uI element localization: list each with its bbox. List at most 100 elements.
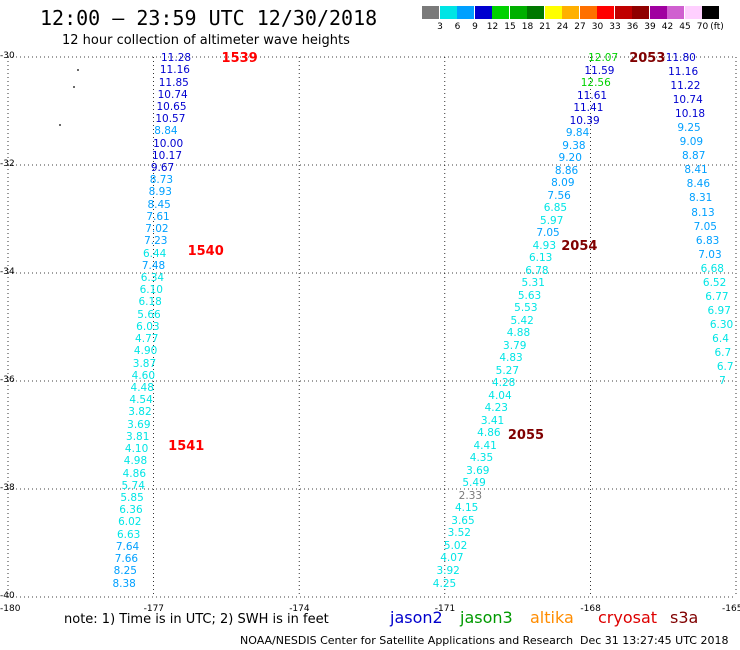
wave-height-label: 6.10 xyxy=(139,284,163,297)
wave-height-label: 3.92 xyxy=(436,564,460,577)
wave-height-label: 3.81 xyxy=(126,430,150,443)
wave-height-label: 6.78 xyxy=(525,264,549,277)
wave-height-label: 4.10 xyxy=(124,443,149,456)
wave-height-label: 5.66 xyxy=(137,308,161,321)
wave-height-label: 4.41 xyxy=(473,439,497,452)
wave-height-label: 4.54 xyxy=(129,394,153,407)
wave-height-label: 9.38 xyxy=(562,139,586,152)
wave-height-label: 5.02 xyxy=(443,539,468,552)
legend-label: 6 xyxy=(454,22,461,32)
wave-height-label: 5.74 xyxy=(121,479,145,492)
wave-height-label: 4.86 xyxy=(477,427,501,440)
wave-height-label: 4.04 xyxy=(488,389,512,402)
y-tick-label: -38 xyxy=(0,483,15,493)
wave-height-label: 11.41 xyxy=(573,102,604,115)
legend-label: 15 xyxy=(504,22,516,32)
wave-height-label: 6.52 xyxy=(702,276,727,289)
wave-height-label: 11.22 xyxy=(670,80,701,93)
wave-height-label: 3.52 xyxy=(447,527,471,540)
wave-height-label: 6.68 xyxy=(700,262,724,275)
wave-height-label: 3.82 xyxy=(128,406,152,419)
chart-subtitle: 12 hour collection of altimeter wave hei… xyxy=(62,33,350,48)
legend-label: 21 xyxy=(539,22,551,32)
wave-height-label: 10.00 xyxy=(153,137,184,150)
x-tick-label: -165 xyxy=(722,604,740,614)
wave-height-label: 8.73 xyxy=(149,174,174,187)
satellite-name: altika xyxy=(530,608,574,627)
wave-height-label: 11.85 xyxy=(158,76,189,89)
wave-height-label: 9.20 xyxy=(558,152,582,165)
wave-height-label: 4.60 xyxy=(131,369,156,382)
wave-height-label: 3.65 xyxy=(451,514,475,527)
wave-height-label: 3.41 xyxy=(480,414,505,427)
pass-number-label: 1539 xyxy=(221,51,258,67)
wave-height-label: 11.16 xyxy=(159,64,190,77)
wave-height-label: 5.42 xyxy=(510,314,534,327)
wave-height-label: 4.48 xyxy=(130,381,154,394)
legend-label: 42 xyxy=(661,22,674,32)
wave-height-label: 10.65 xyxy=(156,100,187,113)
legend-unit: (ft) xyxy=(710,22,724,32)
credit-line: NOAA/NESDIS Center for Satellite Applica… xyxy=(240,634,574,647)
wave-height-label: 6.30 xyxy=(709,318,734,331)
legend-label: 3 xyxy=(437,22,443,32)
wave-height-label: 4.23 xyxy=(484,402,508,415)
legend-swatch xyxy=(597,6,614,19)
chart-title: 12:00 – 23:59 UTC 12/30/2018 xyxy=(40,6,378,30)
wave-height-label: 4.86 xyxy=(122,467,147,480)
wave-height-label: 8.87 xyxy=(682,150,706,163)
legend-label: 36 xyxy=(626,22,639,32)
legend-label: 12 xyxy=(486,22,499,32)
satellite-name: jason2 xyxy=(390,608,443,627)
wave-height-label: 7.05 xyxy=(693,220,717,233)
legend-swatch xyxy=(684,6,702,19)
y-tick-label: -32 xyxy=(0,159,15,169)
wave-height-label: 6.13 xyxy=(528,252,553,265)
wave-height-label: 8.46 xyxy=(686,178,711,191)
x-tick-label: -177 xyxy=(143,604,165,614)
wave-height-label: 5.49 xyxy=(462,477,486,490)
x-tick-label: -171 xyxy=(434,604,456,614)
wave-height-label: 7.56 xyxy=(547,189,571,202)
legend-label: 9 xyxy=(472,22,478,32)
pass-number-label: 2053 xyxy=(629,51,666,67)
wave-height-label: 9.25 xyxy=(677,122,701,135)
legend-swatch xyxy=(702,6,719,19)
legend-swatch xyxy=(422,6,439,19)
legend-label: 24 xyxy=(556,22,569,32)
wave-height-label: 9.09 xyxy=(679,136,704,149)
wave-height-label: 6.18 xyxy=(138,296,162,309)
wave-height-label: 4.77 xyxy=(135,333,159,346)
wave-height-label: 3.87 xyxy=(132,357,157,370)
wave-height-label: 7.03 xyxy=(698,248,722,261)
wave-height-label: 6.63 xyxy=(116,528,141,541)
wave-height-label: 4.88 xyxy=(506,327,531,340)
legend-swatch xyxy=(614,6,632,19)
wave-height-label: 10.57 xyxy=(155,113,186,126)
wave-height-label: 7.64 xyxy=(115,540,140,553)
wave-height-label: 4.83 xyxy=(499,352,523,365)
legend-swatch xyxy=(474,6,492,19)
legend-label: 33 xyxy=(609,22,621,32)
wave-height-label: 9.84 xyxy=(565,127,590,140)
wave-height-label: 11.28 xyxy=(161,52,192,65)
legend-label: 45 xyxy=(679,22,691,32)
wave-height-label: 10.18 xyxy=(675,108,706,121)
wave-height-label: 7.05 xyxy=(536,227,560,240)
wave-height-label: 6.7 xyxy=(714,346,732,359)
wave-height-label: 5.63 xyxy=(517,289,542,302)
legend-label: 39 xyxy=(644,22,656,32)
wave-height-label: 6.77 xyxy=(705,290,729,303)
wave-height-label: 8.09 xyxy=(551,177,575,190)
wave-height-label: 6.02 xyxy=(118,516,142,529)
wave-height-label: 11.61 xyxy=(577,89,608,102)
satellite-name: jason3 xyxy=(460,608,513,627)
wave-height-label: 10.17 xyxy=(151,149,183,162)
wave-height-label: 4.93 xyxy=(532,239,557,252)
stray-dot xyxy=(73,86,75,88)
wave-height-label: 6.44 xyxy=(142,247,167,260)
wave-height-label: 4.35 xyxy=(469,452,494,465)
legend-swatch xyxy=(562,6,579,19)
